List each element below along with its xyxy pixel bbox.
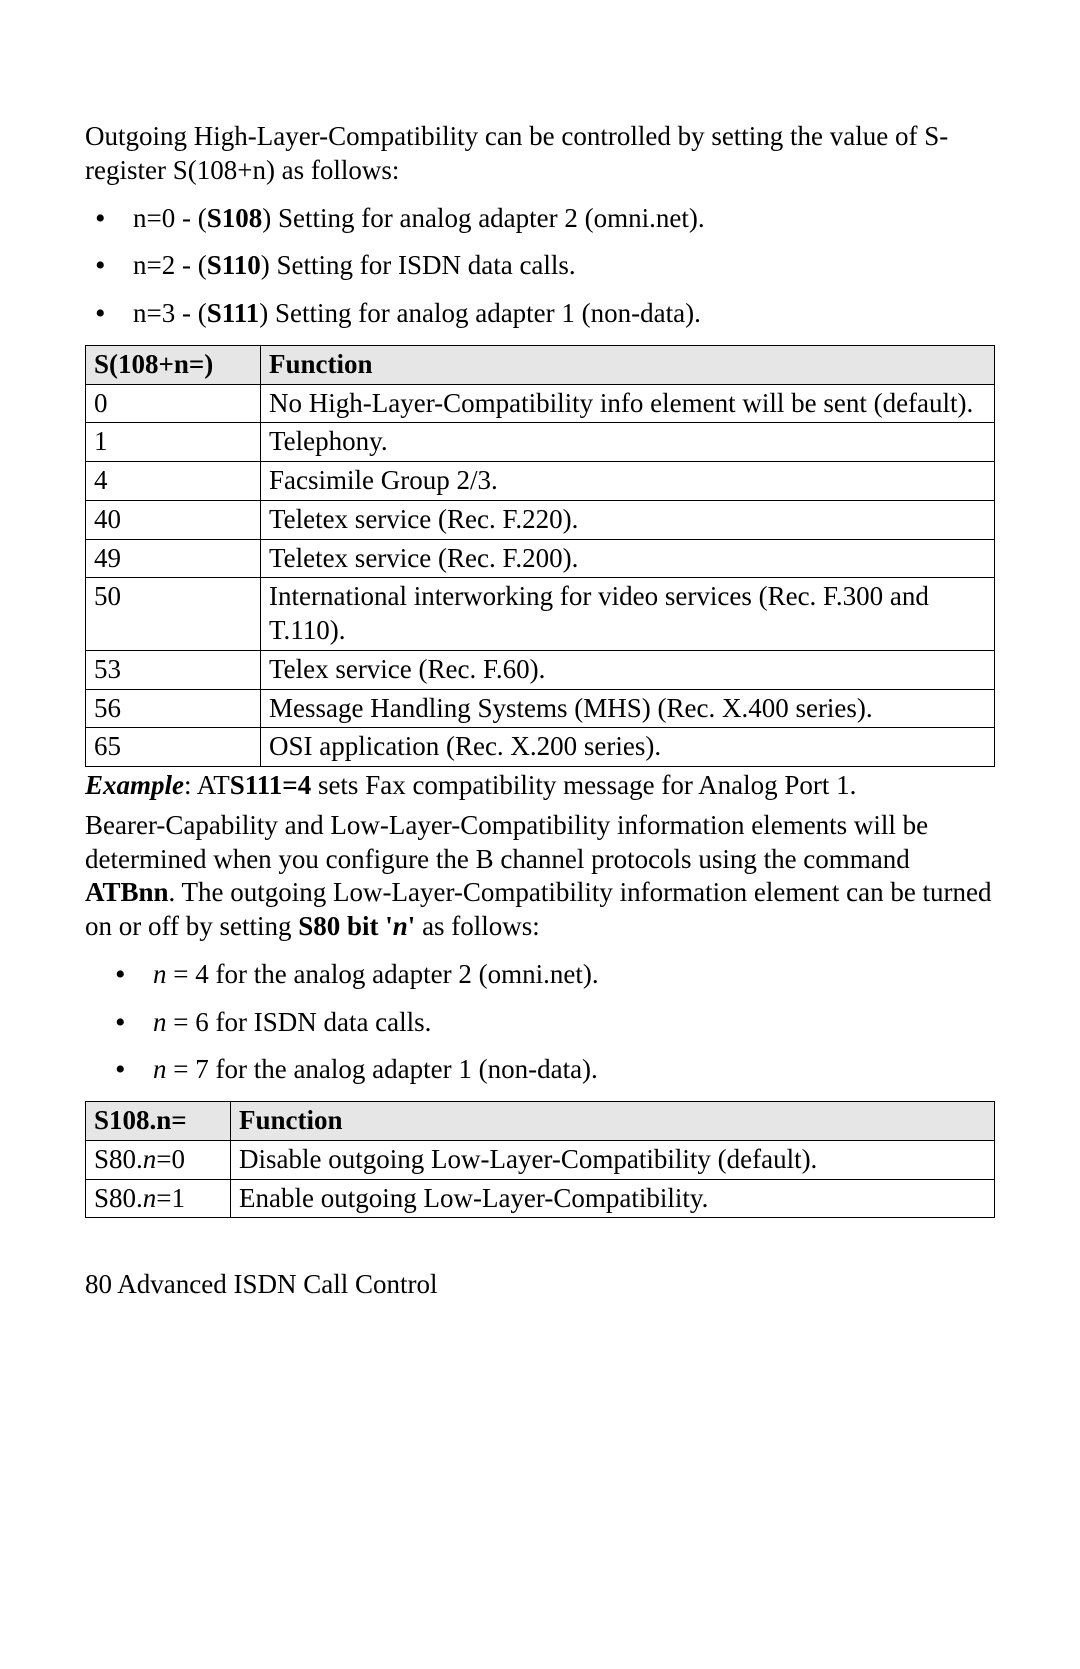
bullet-text: ) Setting for ISDN data calls. (261, 250, 576, 280)
list-item: n=3 - (S111) Setting for analog adapter … (85, 297, 995, 331)
table-cell: 1 (86, 423, 261, 462)
table-cell: No High-Layer-Compatibility info element… (261, 384, 995, 423)
bullet-italic: n (153, 959, 167, 989)
table-cell: 4 (86, 462, 261, 501)
example-text: : AT (184, 770, 230, 800)
table-row: 50International interworking for video s… (86, 578, 995, 651)
table-cell: 49 (86, 539, 261, 578)
table-cell: 56 (86, 689, 261, 728)
bullet-text: = 4 for the analog adapter 2 (omni.net). (167, 959, 599, 989)
bullet-list-2: n = 4 for the analog adapter 2 (omni.net… (85, 958, 995, 1087)
table-row: 65OSI application (Rec. X.200 series). (86, 728, 995, 767)
intro-paragraph: Outgoing High-Layer-Compatibility can be… (85, 120, 995, 188)
example-label: Example (85, 770, 184, 800)
example-bold: S111=4 (230, 770, 311, 800)
table-row: 49Teletex service (Rec. F.200). (86, 539, 995, 578)
table-row: 0No High-Layer-Compatibility info elemen… (86, 384, 995, 423)
list-item: n = 6 for ISDN data calls. (85, 1006, 995, 1040)
table-cell: Telephony. (261, 423, 995, 462)
para-bold: S80 bit 'n' (298, 911, 415, 941)
table-row: 1Telephony. (86, 423, 995, 462)
table-cell: Enable outgoing Low-Layer-Compatibility. (231, 1179, 995, 1218)
table-row: S80.n=1 Enable outgoing Low-Layer-Compat… (86, 1179, 995, 1218)
bearer-paragraph: Bearer-Capability and Low-Layer-Compatib… (85, 809, 995, 944)
bullet-text: = 6 for ISDN data calls. (167, 1007, 432, 1037)
table-cell: Facsimile Group 2/3. (261, 462, 995, 501)
bullet-text: ) Setting for analog adapter 1 (non-data… (259, 298, 701, 328)
table-cell: 53 (86, 650, 261, 689)
table-cell: 0 (86, 384, 261, 423)
table-row: 53Telex service (Rec. F.60). (86, 650, 995, 689)
example-paragraph: Example: ATS111=4 sets Fax compatibility… (85, 769, 995, 803)
example-text: sets Fax compatibility message for Analo… (311, 770, 856, 800)
table-cell: Teletex service (Rec. F.220). (261, 500, 995, 539)
list-item: n=0 - (S108) Setting for analog adapter … (85, 202, 995, 236)
bullet-bold: S108 (207, 203, 263, 233)
bullet-bold: S111 (207, 298, 260, 328)
table-cell: S80.n=0 (86, 1140, 231, 1179)
table-cell: S80.n=1 (86, 1179, 231, 1218)
table-header: Function (261, 345, 995, 384)
table-row: 56Message Handling Systems (MHS) (Rec. X… (86, 689, 995, 728)
bullet-bold: S110 (207, 250, 261, 280)
table-cell: Disable outgoing Low-Layer-Compatibility… (231, 1140, 995, 1179)
table-header: S108.n= (86, 1102, 231, 1141)
bullet-text: ) Setting for analog adapter 2 (omni.net… (262, 203, 704, 233)
table-cell: Telex service (Rec. F.60). (261, 650, 995, 689)
para-text: Bearer-Capability and Low-Layer-Compatib… (85, 810, 928, 874)
bullet-text: n=2 - ( (133, 250, 207, 280)
bullet-list-1: n=0 - (S108) Setting for analog adapter … (85, 202, 995, 331)
bullet-text: = 7 for the analog adapter 1 (non-data). (167, 1054, 598, 1084)
list-item: n = 7 for the analog adapter 1 (non-data… (85, 1053, 995, 1087)
list-item: n=2 - (S110) Setting for ISDN data calls… (85, 249, 995, 283)
para-text: as follows: (415, 911, 540, 941)
bullet-text: n=0 - ( (133, 203, 207, 233)
table-row: S80.n=0 Disable outgoing Low-Layer-Compa… (86, 1140, 995, 1179)
list-item: n = 4 for the analog adapter 2 (omni.net… (85, 958, 995, 992)
table-header: Function (231, 1102, 995, 1141)
table-header: S(108+n=) (86, 345, 261, 384)
table-cell: Teletex service (Rec. F.200). (261, 539, 995, 578)
bullet-italic: n (153, 1007, 167, 1037)
table-cell: International interworking for video ser… (261, 578, 995, 651)
table-cell: 50 (86, 578, 261, 651)
bullet-italic: n (153, 1054, 167, 1084)
para-bold: ATBnn (85, 877, 169, 907)
bullet-text: n=3 - ( (133, 298, 207, 328)
table-cell: 40 (86, 500, 261, 539)
table-row: 40Teletex service (Rec. F.220). (86, 500, 995, 539)
table-s80: S108.n= Function S80.n=0 Disable outgoin… (85, 1101, 995, 1218)
page-footer: 80 Advanced ISDN Call Control (85, 1268, 995, 1302)
table-cell: 65 (86, 728, 261, 767)
table-s108: S(108+n=) Function 0No High-Layer-Compat… (85, 345, 995, 767)
table-cell: OSI application (Rec. X.200 series). (261, 728, 995, 767)
table-row: 4Facsimile Group 2/3. (86, 462, 995, 501)
table-cell: Message Handling Systems (MHS) (Rec. X.4… (261, 689, 995, 728)
